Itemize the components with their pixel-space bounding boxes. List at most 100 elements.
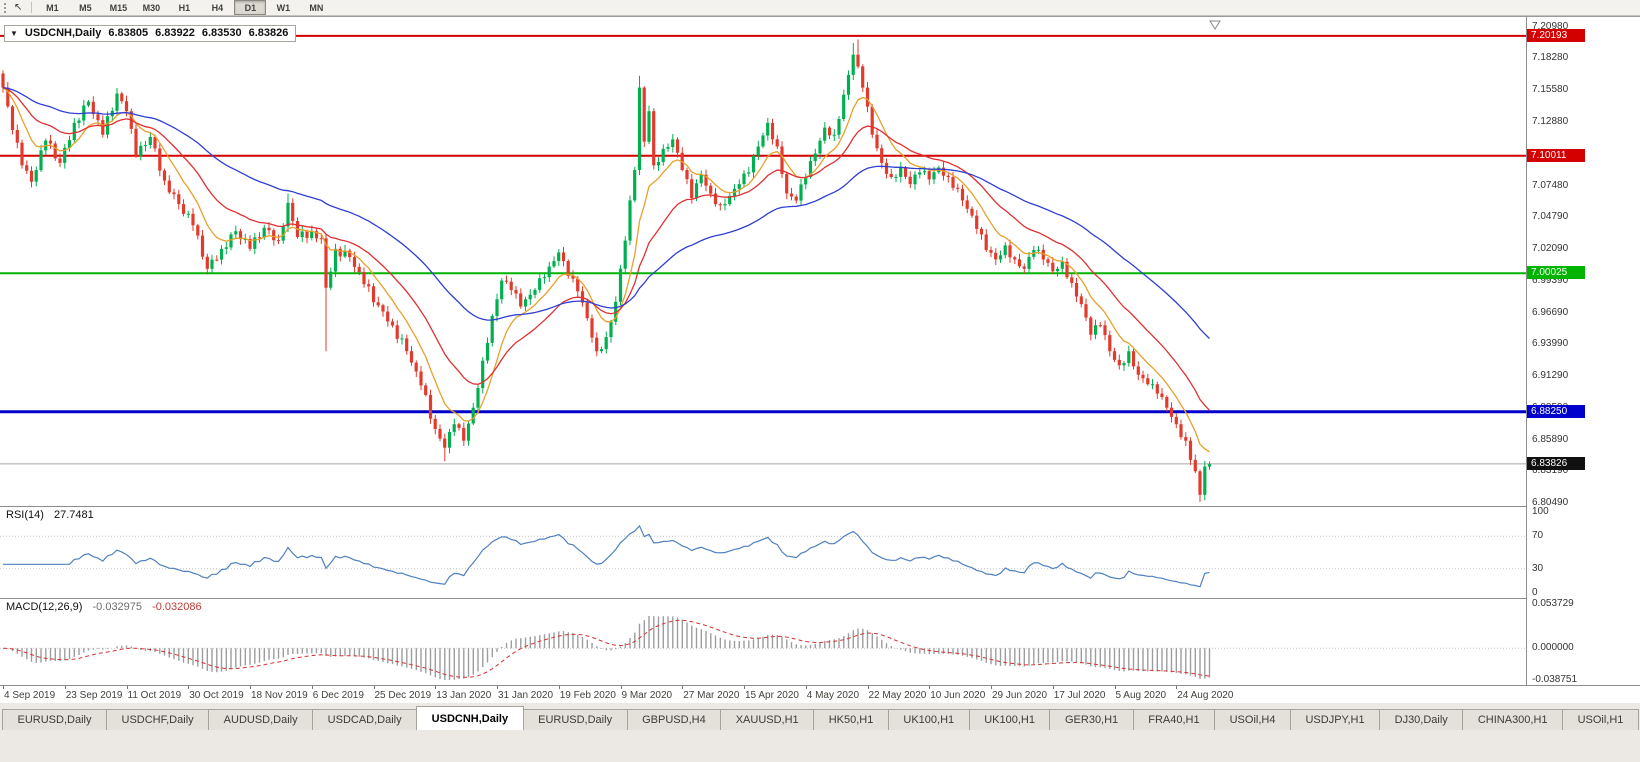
date-label: 23 Sep 2019 [65,690,123,701]
date-label: 9 Mar 2020 [621,690,673,701]
chart-tab-xauusd-h1[interactable]: XAUUSD,H1 [720,709,815,730]
ohlc-high: 6.83922 [155,27,195,39]
date-label: 19 Feb 2020 [559,690,616,701]
main-chart-canvas[interactable] [0,17,1526,506]
chart-tab-usdcnh-daily[interactable]: USDCNH,Daily [416,706,524,730]
timeframe-button-w1[interactable]: W1 [276,2,291,13]
pane-splitter-rsi[interactable] [0,506,1640,507]
date-label: 11 Oct 2019 [127,690,182,701]
chart-window: ▼ USDCNH,Daily 6.83805 6.83922 6.83530 6… [0,16,1640,703]
price-axis-label: 7.04790 [1532,211,1569,223]
chart-tab-eurusd-daily[interactable]: EURUSD,Daily [2,709,107,730]
date-tick [435,686,437,689]
date-label: 17 Jul 2020 [1053,690,1106,701]
date-tick [620,686,622,689]
date-tick [805,686,807,689]
chart-tab-usoil-h4[interactable]: USOil,H4 [1214,709,1291,730]
date-tick [682,686,684,689]
hline-price-tag: 7.20193 [1527,28,1585,42]
window-bottom-edge [0,730,1640,762]
chart-tab-uk100-h1[interactable]: UK100,H1 [968,709,1051,730]
price-axis-label: 7.12880 [1532,115,1569,127]
rsi-canvas[interactable] [0,507,1526,598]
chart-title: USDCNH,Daily [24,27,102,39]
chart-tab-uk100-h1[interactable]: UK100,H1 [887,709,970,730]
rsi-label: RSI(14) [6,509,44,521]
price-axis[interactable]: 7.209807.182807.155807.128807.101807.074… [1526,17,1640,685]
ohlc-close: 6.83826 [248,27,289,39]
date-tick [250,686,251,689]
date-tick [744,686,745,689]
date-label: 10 Jun 2020 [930,690,986,701]
rsi-caption: RSI(14) 27.7481 [6,509,94,521]
date-tick [991,686,992,689]
date-label: 24 Aug 2020 [1177,690,1234,701]
chart-tab-usoil-h1[interactable]: USOil,H1 [1562,709,1639,730]
timeframe-button-m1[interactable]: M1 [46,2,59,13]
date-label: 30 Oct 2019 [189,690,244,701]
ohlc-low: 6.83530 [201,27,242,39]
chart-tab-china300-h1[interactable]: CHINA300,H1 [1462,709,1564,730]
chart-tab-eurusd-daily[interactable]: EURUSD,Daily [522,709,628,730]
rsi-pane: RSI(14) 27.7481 [0,507,1526,598]
chart-tab-ger30-h1[interactable]: GER30,H1 [1049,709,1134,730]
hline-price-tag: 6.88250 [1527,404,1585,418]
date-tick [188,686,190,689]
macd-main-value: -0.032975 [92,601,143,613]
macd-axis-label: 0.053729 [1532,598,1574,609]
chart-tab-hk50-h1[interactable]: HK50,H1 [813,709,889,730]
hline-price-tag: 7.00025 [1527,266,1585,280]
price-axis-label: 6.91290 [1532,370,1569,382]
macd-axis-label: -0.038751 [1532,674,1578,685]
date-label: 31 Jan 2020 [498,690,554,701]
date-tick [1052,686,1054,689]
chart-tab-usdjpy-h1[interactable]: USDJPY,H1 [1289,709,1381,730]
chart-tab-gbpusd-h4[interactable]: GBPUSD,H4 [626,709,722,730]
timeframe-button-d1[interactable]: D1 [234,0,267,15]
date-label: 27 Mar 2020 [683,690,740,701]
main-price-pane: ▼ USDCNH,Daily 6.83805 6.83922 6.83530 6… [0,17,1526,506]
price-axis-label: 6.80490 [1532,497,1569,509]
cursor-icon[interactable]: ↖ [14,1,23,13]
date-label: 6 Dec 2019 [312,690,364,701]
date-label: 4 May 2020 [806,690,860,701]
timeframe-buttons: M1 M5 M15 M30 H1 H4 D1 W1 MN [36,0,332,15]
timeframe-button-m30[interactable]: M30 [142,2,161,13]
time-axis[interactable]: 4 Sep 2019 23 Sep 2019 11 Oct 2019 30 Oct 2… [0,685,1640,703]
timeframe-button-h1[interactable]: H1 [178,2,191,13]
chart-tab-dj30-daily[interactable]: DJ30,Daily [1379,709,1464,730]
macd-signal-value: -0.032086 [152,601,202,613]
macd-caption: MACD(12,26,9) -0.032975 -0.032086 [6,601,202,613]
timeframe-button-mn[interactable]: MN [309,2,324,13]
timeframe-button-m15[interactable]: M15 [109,2,128,13]
timeframe-button-m5[interactable]: M5 [79,2,92,13]
collapse-triangle-icon[interactable]: ▼ [10,28,18,38]
date-tick [311,686,313,689]
toolbar-separator [31,2,33,13]
price-axis-label: 6.93990 [1532,338,1569,350]
chart-symbol-caption[interactable]: ▼ USDCNH,Daily 6.83805 6.83922 6.83530 6… [4,25,297,42]
chart-tab-usdchf-daily[interactable]: USDCHF,Daily [106,709,210,730]
date-tick [373,686,375,689]
price-axis-label: 6.96690 [1532,306,1569,318]
bid-price-tag: 6.83826 [1527,456,1585,470]
ohlc-open: 6.83805 [108,27,149,39]
date-tick [64,686,66,689]
price-axis-label: 7.02090 [1532,242,1569,254]
date-tick [867,686,869,689]
date-tick [1176,686,1178,689]
chart-tab-fra40-h1[interactable]: FRA40,H1 [1132,709,1216,730]
date-tick [126,686,128,689]
timeframe-button-h4[interactable]: H4 [211,2,224,13]
pane-splitter-macd[interactable] [0,598,1640,599]
chart-tab-usdcad-daily[interactable]: USDCAD,Daily [312,709,418,730]
rsi-axis-label: 30 [1532,562,1544,574]
chart-shift-marker [1209,20,1221,30]
date-label: 29 Jun 2020 [992,690,1048,701]
toolbar-grip[interactable] [4,2,10,13]
rsi-axis-label: 70 [1532,530,1544,542]
chart-tab-audusd-daily[interactable]: AUDUSD,Daily [208,709,314,730]
rsi-axis-label: 0 [1532,587,1538,598]
macd-canvas[interactable] [0,599,1526,685]
price-axis-label: 6.83190 [1532,465,1569,477]
